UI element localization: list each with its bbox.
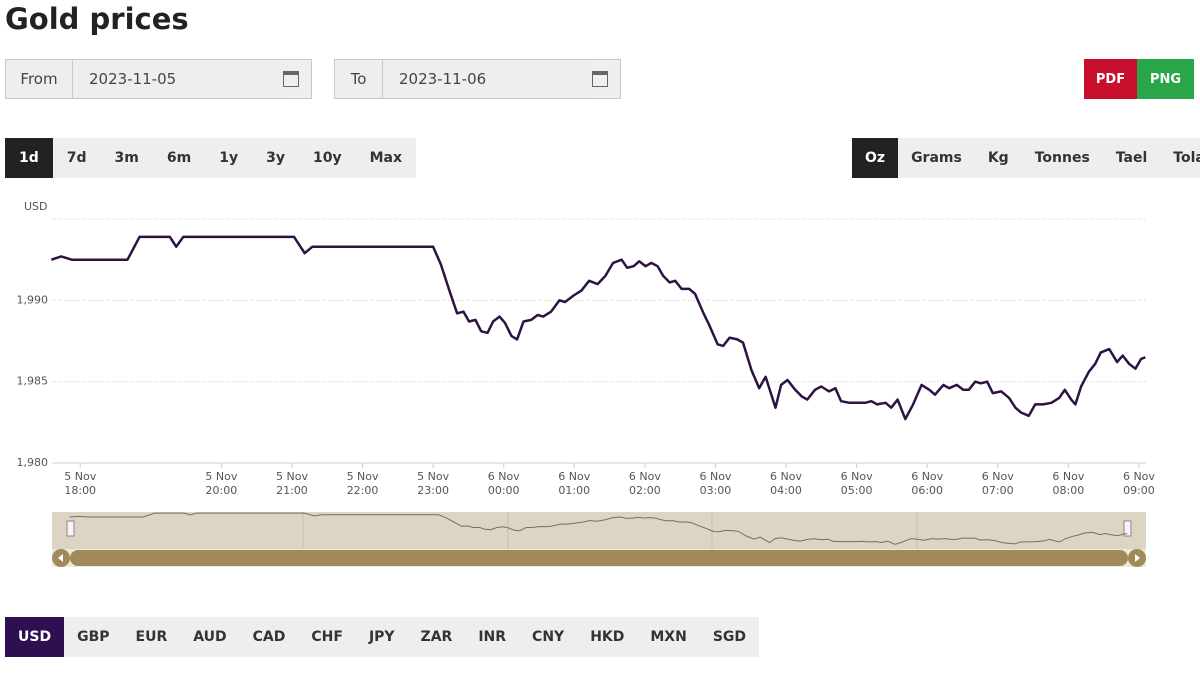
- range-button[interactable]: 10y: [312, 150, 342, 166]
- x-tick-label: 6 Nov 05:00: [840, 470, 873, 497]
- page-title: Gold prices: [5, 2, 189, 36]
- unit-button[interactable]: Kg: [987, 150, 1009, 166]
- range-button[interactable]: 1d: [5, 138, 53, 178]
- calendar-icon[interactable]: [592, 71, 608, 87]
- navigator-handle[interactable]: [66, 520, 75, 537]
- unit-button[interactable]: Tola: [1173, 150, 1200, 166]
- x-tick-label: 6 Nov 01:00: [558, 470, 591, 497]
- currency-button[interactable]: CAD: [252, 629, 286, 645]
- currency-button[interactable]: CHF: [311, 629, 343, 645]
- currency-button[interactable]: AUD: [193, 629, 227, 645]
- y-axis-label: USD: [24, 200, 48, 213]
- currency-button[interactable]: HKD: [590, 629, 625, 645]
- range-button[interactable]: 3m: [114, 150, 139, 166]
- currency-button[interactable]: SGD: [712, 629, 747, 645]
- range-button[interactable]: 1y: [219, 150, 239, 166]
- x-tick-label: 6 Nov 03:00: [699, 470, 732, 497]
- x-tick-label: 5 Nov 22:00: [346, 470, 379, 497]
- price-line: [50, 235, 1146, 421]
- range-button[interactable]: 7d: [66, 150, 87, 166]
- unit-button[interactable]: Tael: [1115, 150, 1148, 166]
- x-tick-label: 6 Nov 00:00: [487, 470, 520, 497]
- x-tick-label: 6 Nov 07:00: [981, 470, 1014, 497]
- arrow-icon: [1135, 554, 1140, 562]
- currency-button[interactable]: CNY: [532, 629, 565, 645]
- currency-button[interactable]: INR: [478, 629, 507, 645]
- y-tick-label: 1,980: [17, 456, 49, 469]
- export-buttons: PDF PNG: [1084, 59, 1194, 99]
- navigator-handle[interactable]: [1123, 520, 1132, 537]
- unit-button[interactable]: Tonnes: [1034, 150, 1090, 166]
- x-tick-label: 6 Nov 04:00: [770, 470, 803, 497]
- x-tick-label: 6 Nov 09:00: [1122, 470, 1155, 497]
- y-tick-label: 1,990: [17, 293, 49, 306]
- to-label: To: [335, 60, 383, 98]
- currency-button[interactable]: GBP: [77, 629, 110, 645]
- currency-button[interactable]: JPY: [368, 629, 395, 645]
- navigator-line: [69, 512, 1128, 545]
- unit-button[interactable]: Oz: [852, 138, 899, 178]
- range-button[interactable]: Max: [369, 150, 402, 166]
- x-tick-label: 6 Nov 02:00: [628, 470, 661, 497]
- currency-button[interactable]: USD: [5, 617, 65, 657]
- scrollbar-thumb[interactable]: [70, 550, 1128, 566]
- range-selector: 1d 7d 3m 6m 1y 3y 10y Max: [5, 138, 416, 178]
- export-png[interactable]: PNG: [1137, 59, 1194, 99]
- range-button[interactable]: 6m: [166, 150, 192, 166]
- from-value: 2023-11-05: [73, 60, 283, 98]
- from-label: From: [6, 60, 73, 98]
- x-tick-label: 5 Nov 23:00: [417, 470, 450, 497]
- unit-button[interactable]: Grams: [911, 150, 962, 166]
- x-tick-label: 6 Nov 08:00: [1052, 470, 1085, 497]
- unit-selector: Oz Grams Kg Tonnes Tael Tola: [852, 138, 1200, 178]
- currency-button[interactable]: EUR: [135, 629, 168, 645]
- y-tick-label: 1,985: [17, 375, 49, 388]
- to-value: 2023-11-06: [383, 60, 592, 98]
- calendar-icon[interactable]: [283, 71, 299, 87]
- x-tick-label: 5 Nov 18:00: [64, 470, 97, 497]
- arrow-icon: [58, 554, 63, 562]
- from-date[interactable]: From 2023-11-05: [5, 59, 312, 99]
- x-tick-label: 5 Nov 21:00: [275, 470, 308, 497]
- x-tick-label: 6 Nov 06:00: [911, 470, 944, 497]
- currency-button[interactable]: ZAR: [420, 629, 453, 645]
- to-date[interactable]: To 2023-11-06: [334, 59, 621, 99]
- x-tick-label: 5 Nov 20:00: [205, 470, 238, 497]
- navigator[interactable]: [52, 512, 1146, 549]
- range-button[interactable]: 3y: [266, 150, 285, 166]
- export-pdf[interactable]: PDF: [1084, 59, 1137, 99]
- currency-selector: USD GBP EUR AUD CAD CHF JPY ZAR INR CNY HKD MXN SGD: [5, 617, 760, 657]
- currency-button[interactable]: MXN: [650, 629, 687, 645]
